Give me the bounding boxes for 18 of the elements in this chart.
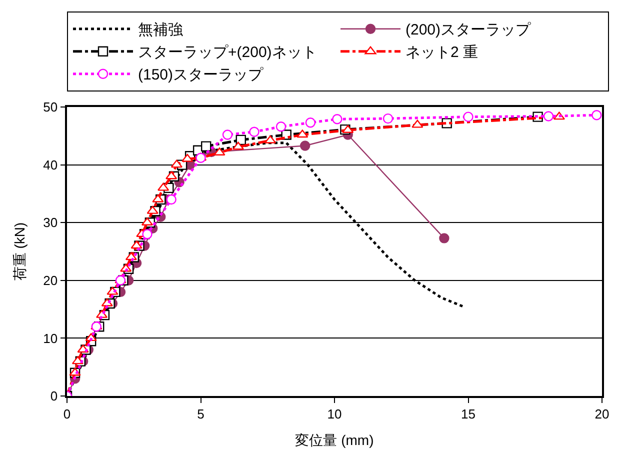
legend-label: (200)スターラップ [406,22,532,39]
y-tick-label: 40 [43,157,58,172]
y-tick-label: 0 [50,388,58,404]
x-tick-label: 20 [594,406,610,422]
legend-label: 無補強 [138,22,183,39]
y-tick-label: 10 [43,330,58,346]
legend-label: ネット2 重 [406,44,478,62]
x-axis-title: 変位量 (mm) [295,432,374,448]
legend-label: スターラップ+(200)ネット [138,44,317,62]
x-tick-label: 0 [63,406,71,422]
x-tick-label: 5 [197,406,204,422]
y-axis-title: 荷重 (kN) [11,222,28,281]
y-tick-label: 20 [43,272,58,288]
legend-label: (150)スターラップ [138,66,264,84]
x-tick-label: 15 [461,406,476,422]
y-tick-label: 50 [43,100,58,115]
x-tick-label: 10 [327,406,342,422]
y-tick-label: 30 [43,215,58,230]
